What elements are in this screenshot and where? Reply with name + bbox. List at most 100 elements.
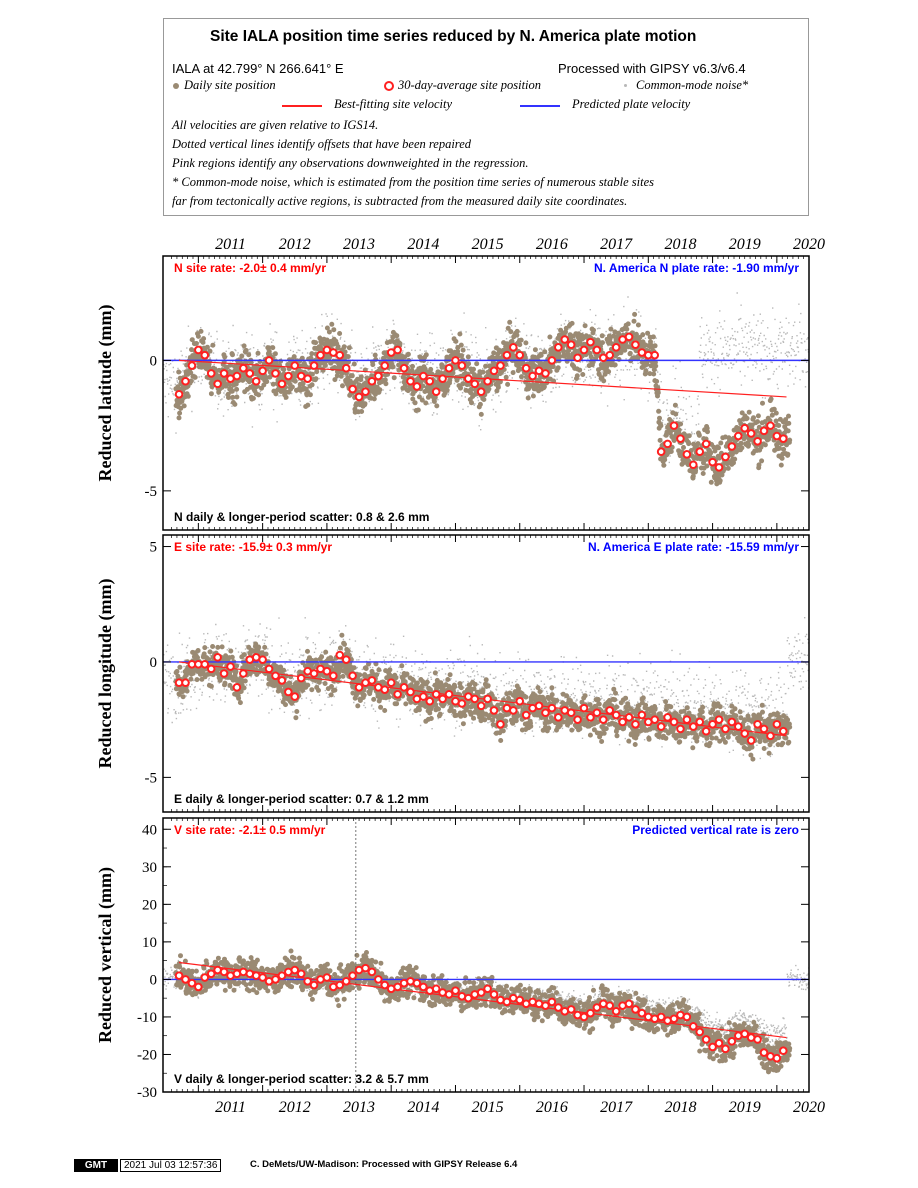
avg30-point bbox=[251, 376, 261, 386]
scatter-label-v: V daily & longer-period scatter: 3.2 & 5… bbox=[174, 1072, 429, 1086]
avg30-point bbox=[592, 1003, 602, 1012]
avg30-point bbox=[226, 662, 235, 671]
avg30-point bbox=[264, 664, 274, 674]
avg30-point bbox=[721, 1044, 730, 1054]
y-tick-label: 30 bbox=[142, 860, 157, 876]
avg30-point bbox=[361, 963, 370, 973]
avg30-point bbox=[586, 713, 595, 722]
avg30-point bbox=[341, 655, 351, 664]
avg30-point bbox=[611, 710, 621, 720]
x-tick-label-bottom: 2011 bbox=[215, 1099, 246, 1116]
legend-30day: 30-day-average site position bbox=[398, 78, 542, 92]
panel-frame-n bbox=[162, 255, 810, 531]
avg30-point bbox=[174, 971, 184, 980]
avg30-point bbox=[464, 993, 473, 1003]
legend-daily: Daily site position bbox=[184, 78, 276, 92]
x-tick-label-bottom: 2014 bbox=[407, 1099, 439, 1116]
y-tick-label: -30 bbox=[137, 1085, 157, 1101]
avg30-point bbox=[245, 369, 255, 378]
avg30-point bbox=[727, 442, 737, 451]
y-axis-label-v: Reduced vertical (mm) bbox=[95, 867, 116, 1043]
avg30-point bbox=[309, 361, 319, 370]
avg30-point bbox=[258, 655, 267, 664]
panel-e: -5 0 5 Reduced longitude (mm) E site rate: -… bbox=[95, 534, 810, 813]
avg30-point bbox=[753, 1035, 762, 1044]
avg30-point bbox=[483, 984, 492, 994]
avg30-point bbox=[682, 450, 692, 459]
avg30-point bbox=[335, 980, 345, 990]
y-tick-label: -20 bbox=[137, 1047, 157, 1063]
avg30-point bbox=[431, 984, 441, 994]
avg30-point bbox=[631, 1005, 640, 1014]
y-tick-label: -10 bbox=[137, 1010, 157, 1026]
x-tick-label-bottom: 2016 bbox=[536, 1099, 568, 1116]
avg30-point bbox=[483, 694, 492, 704]
avg30-point bbox=[733, 722, 743, 731]
avg30-point bbox=[515, 995, 525, 1005]
avg30-point bbox=[239, 363, 248, 373]
x-tick-label-top: 2019 bbox=[729, 236, 761, 253]
avg30-point bbox=[470, 379, 480, 389]
x-tick-label-top: 2011 bbox=[215, 236, 246, 253]
avg30-point bbox=[457, 361, 467, 370]
avg30-point bbox=[271, 975, 280, 984]
avg30-point bbox=[284, 371, 293, 381]
avg30-point bbox=[547, 703, 557, 713]
panel-frame-e bbox=[162, 534, 810, 813]
avg30-point bbox=[759, 1048, 769, 1057]
avg30-point bbox=[682, 1012, 692, 1022]
x-tick-label-bottom: 2012 bbox=[279, 1099, 311, 1116]
avg30-point bbox=[778, 726, 788, 736]
avg30-point bbox=[406, 376, 415, 386]
avg30-point bbox=[419, 692, 428, 701]
avg30-point bbox=[772, 1053, 782, 1063]
avg30-point bbox=[496, 719, 505, 729]
avg30-point bbox=[759, 724, 769, 734]
avg30-point bbox=[412, 978, 422, 988]
avg30-point bbox=[605, 1001, 615, 1010]
avg30-point bbox=[669, 717, 679, 727]
avg30-point bbox=[296, 969, 306, 979]
avg30-point bbox=[200, 659, 210, 669]
avg30-point bbox=[380, 685, 390, 694]
y-tick-label: 0 bbox=[150, 353, 158, 369]
avg30-point bbox=[663, 713, 672, 722]
common-mode-noise-n bbox=[163, 292, 809, 467]
avg30-point bbox=[206, 369, 216, 378]
avg30-point bbox=[566, 1005, 576, 1014]
avg30-point bbox=[541, 708, 550, 718]
avg30-point bbox=[309, 669, 319, 678]
x-tick-label-top: 2020 bbox=[793, 236, 825, 253]
best-fit-line-n bbox=[179, 359, 787, 398]
avg30-point bbox=[438, 694, 447, 704]
avg30-point bbox=[579, 345, 589, 355]
avg30-point bbox=[200, 350, 210, 360]
avg30-point bbox=[714, 1038, 724, 1048]
y-tick-label: 0 bbox=[150, 655, 158, 671]
avg30-point bbox=[509, 706, 518, 715]
x-tick-label-top: 2013 bbox=[343, 236, 375, 253]
avg30-point bbox=[335, 650, 345, 660]
avg30-point bbox=[213, 653, 222, 662]
avg30-point bbox=[509, 343, 518, 352]
avg30-point bbox=[374, 371, 383, 381]
panel-n: -5 0 Reduced latitude (mm) N site rate: -2.… bbox=[95, 255, 810, 531]
y-tick-label: -5 bbox=[145, 484, 158, 500]
avg30-point bbox=[631, 340, 640, 350]
avg30-point bbox=[721, 452, 730, 462]
avg30-point bbox=[579, 703, 589, 713]
avg30-point bbox=[554, 343, 563, 352]
avg30-point bbox=[624, 999, 634, 1009]
avg30-point bbox=[637, 1008, 647, 1018]
avg30-point bbox=[566, 340, 576, 350]
timestamp: 2021 Jul 03 12:57:36 bbox=[120, 1159, 222, 1172]
plate-rate-label-n: N. America N plate rate: -1.90 mm/yr bbox=[594, 261, 799, 275]
plot-area-e bbox=[163, 614, 809, 762]
avg30-point bbox=[329, 671, 338, 681]
avg30-point bbox=[708, 457, 717, 467]
avg30-point bbox=[772, 719, 782, 729]
panel-frame-v bbox=[162, 817, 810, 1093]
avg30-point bbox=[727, 1037, 737, 1046]
avg30-point bbox=[290, 361, 300, 370]
avg30-point bbox=[386, 678, 396, 688]
